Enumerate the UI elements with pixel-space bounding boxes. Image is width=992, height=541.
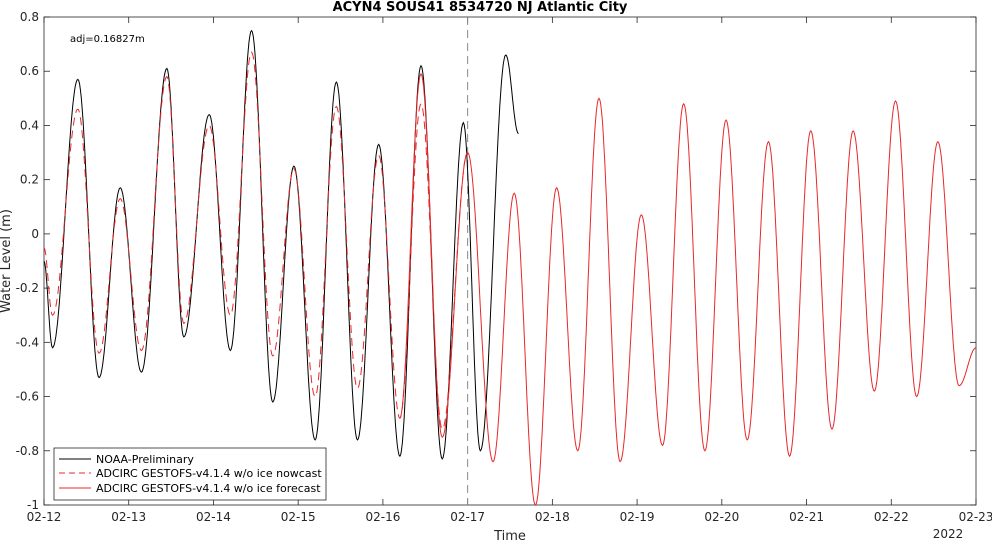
- y-tick-label: -0.6: [16, 390, 39, 404]
- year-label: 2022: [933, 527, 964, 541]
- chart-title: ACYN4 SOUS41 8534720 NJ Atlantic City: [333, 0, 628, 15]
- x-axis: 02-12 02-13 02-14 02-15 02-16 02-17 02-18 02-19…: [27, 17, 992, 524]
- legend-box: [53, 447, 327, 501]
- x-tick-label: 02-21: [789, 510, 824, 524]
- series-adcirc-forecast: [399, 72, 977, 506]
- y-tick-label: -0.4: [16, 335, 39, 349]
- x-tick-label: 02-19: [620, 510, 655, 524]
- x-tick-label: 02-17: [450, 510, 485, 524]
- x-tick-label: 02-23: [959, 510, 992, 524]
- x-tick-label: 02-22: [874, 510, 909, 524]
- legend-label-nowcast: ADCIRC GESTOFS-v4.1.4 w/o ice nowcast: [96, 467, 322, 480]
- legend-label-noaa: NOAA-Preliminary: [96, 453, 194, 466]
- plot-area: [43, 16, 977, 506]
- y-axis-label: Water Level (m): [0, 209, 14, 313]
- series-noaa-preliminary: [43, 29, 519, 460]
- y-tick-label: -1: [27, 498, 39, 512]
- x-tick-label: 02-20: [704, 510, 739, 524]
- x-tick-label: 02-18: [535, 510, 570, 524]
- y-tick-label: 0.8: [20, 10, 39, 24]
- y-tick-label: 0.2: [20, 173, 39, 187]
- x-tick-label: 02-14: [196, 510, 231, 524]
- y-tick-label: -0.2: [16, 281, 39, 295]
- series-adcirc-nowcast: [43, 51, 468, 430]
- y-tick-label: 0.4: [20, 118, 39, 132]
- legend-label-forecast: ADCIRC GESTOFS-v4.1.4 w/o ice forecast: [96, 482, 321, 495]
- adj-annotation: adj=0.16827m: [70, 34, 145, 45]
- x-axis-label: Time: [493, 529, 526, 541]
- y-axis: -1 -0.8 -0.6 -0.4 -0.2 0 0.2 0.4 0.6 0.8: [16, 10, 976, 512]
- x-tick-label: 02-16: [365, 510, 400, 524]
- x-tick-label: 02-15: [281, 510, 316, 524]
- x-tick-label: 02-13: [111, 510, 146, 524]
- y-tick-label: 0: [31, 227, 39, 241]
- series-layer: [43, 29, 977, 506]
- legend: NOAA-Preliminary ADCIRC GESTOFS-v4.1.4 w…: [53, 447, 327, 501]
- y-tick-label: -0.8: [16, 444, 39, 458]
- y-tick-label: 0.6: [20, 64, 39, 78]
- x-tick-label: 02-12: [27, 510, 62, 524]
